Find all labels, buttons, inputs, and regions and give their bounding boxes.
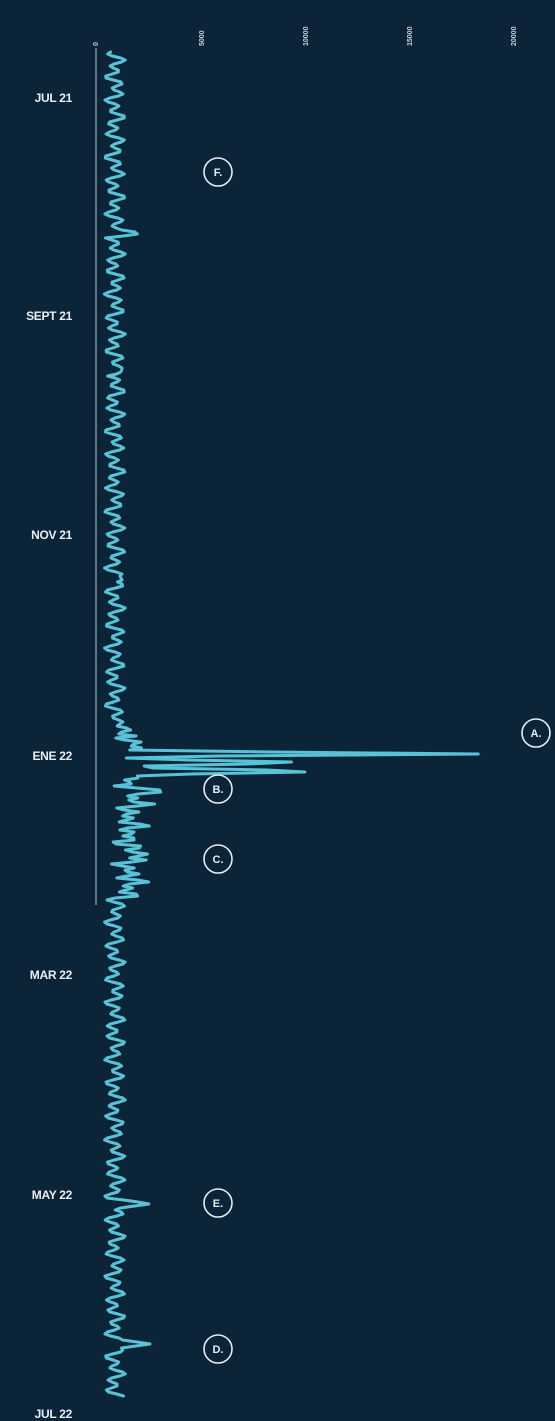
- annotation-markers: A. B. C. D. E. F.: [203, 157, 551, 1364]
- annotation-marker-a: A.: [521, 718, 551, 748]
- annotation-marker-d: D.: [203, 1334, 233, 1364]
- series-line: [102, 50, 480, 1398]
- annotation-label: A.: [531, 728, 542, 740]
- month-label: ENE 22: [32, 749, 72, 763]
- month-label: JUL 21: [35, 91, 73, 105]
- annotation-label: C.: [213, 854, 224, 866]
- value-tick-label: 0: [93, 42, 100, 46]
- month-label: SEPT 21: [26, 309, 73, 323]
- value-tick-label: 5000: [199, 30, 206, 46]
- value-tick-label: 15000: [407, 26, 414, 46]
- month-label: MAY 22: [32, 1188, 73, 1202]
- month-label: NOV 21: [31, 528, 73, 542]
- month-label: JUL 22: [35, 1407, 73, 1421]
- annotation-label: B.: [213, 784, 224, 796]
- annotation-marker-b: B.: [203, 774, 233, 804]
- annotation-marker-c: C.: [203, 844, 233, 874]
- value-ticks: 0 5000 10000 15000 20000: [93, 26, 518, 46]
- annotation-label: E.: [213, 1198, 223, 1210]
- value-tick-label: 20000: [511, 26, 518, 46]
- value-tick-label: 10000: [303, 26, 310, 46]
- annotation-label: F.: [214, 167, 223, 179]
- month-labels: JUL 21 SEPT 21 NOV 21 ENE 22 MAR 22 MAY …: [26, 91, 73, 1421]
- annotation-label: D.: [213, 1344, 224, 1356]
- annotation-marker-f: F.: [203, 157, 233, 187]
- annotation-marker-e: E.: [203, 1188, 233, 1218]
- month-label: MAR 22: [30, 968, 73, 982]
